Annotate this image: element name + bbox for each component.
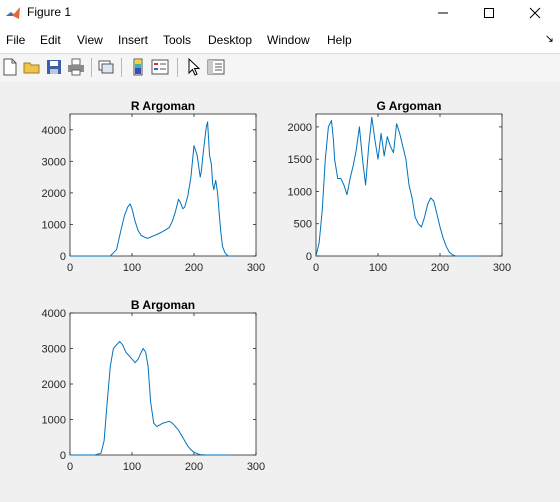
menu-view[interactable]: View bbox=[77, 33, 103, 47]
histogram-line bbox=[315, 116, 478, 257]
y-tick-label: 2000 bbox=[42, 188, 66, 200]
toolbar-separator bbox=[177, 58, 178, 77]
open-file-icon[interactable] bbox=[22, 57, 42, 77]
menu-help[interactable]: Help bbox=[327, 33, 352, 47]
y-tick-label: 0 bbox=[60, 251, 66, 263]
x-tick-label: 0 bbox=[67, 262, 73, 274]
toolbar bbox=[0, 53, 560, 83]
close-icon bbox=[529, 7, 541, 19]
x-tick-label: 0 bbox=[67, 461, 73, 473]
y-tick-label: 1000 bbox=[288, 186, 312, 198]
maximize-icon bbox=[484, 8, 494, 18]
x-tick-label: 300 bbox=[247, 461, 265, 473]
x-tick-label: 100 bbox=[123, 262, 141, 274]
x-tick-label: 200 bbox=[185, 262, 203, 274]
x-tick-label: 200 bbox=[431, 262, 449, 274]
minimize-icon bbox=[438, 12, 448, 14]
y-tick-label: 500 bbox=[294, 219, 312, 231]
axes-g-argoman[interactable]: 0 100 200 300 0 500 1000 1500 2000 G Argoman bbox=[288, 99, 512, 274]
x-tick-label: 200 bbox=[185, 461, 203, 473]
title-bar: Figure 1 bbox=[0, 0, 560, 26]
menu-edit[interactable]: Edit bbox=[40, 33, 61, 47]
colorbar-icon[interactable] bbox=[128, 57, 148, 77]
y-tick-label: 0 bbox=[306, 251, 312, 263]
axes-box bbox=[69, 113, 257, 257]
menu-bar: File Edit View Insert Tools Desktop Wind… bbox=[0, 28, 560, 52]
window-title: Figure 1 bbox=[27, 5, 72, 19]
y-tick-label: 0 bbox=[60, 450, 66, 462]
y-tick-label: 1000 bbox=[42, 415, 66, 427]
x-tick-label: 0 bbox=[313, 262, 319, 274]
chart-title: G Argoman bbox=[377, 99, 442, 113]
save-icon[interactable] bbox=[44, 57, 64, 77]
chart-title: B Argoman bbox=[131, 298, 195, 312]
minimize-button[interactable] bbox=[420, 0, 466, 26]
y-tick-label: 1000 bbox=[42, 219, 66, 231]
x-tick-label: 100 bbox=[123, 461, 141, 473]
x-tick-label: 300 bbox=[247, 262, 265, 274]
y-tick-label: 2000 bbox=[288, 122, 312, 134]
new-figure-icon[interactable] bbox=[0, 57, 20, 77]
close-button[interactable] bbox=[512, 0, 558, 26]
x-tick-label: 100 bbox=[369, 262, 387, 274]
menu-dock-arrow[interactable]: ↘ bbox=[544, 33, 554, 45]
y-tick-label: 4000 bbox=[42, 125, 66, 137]
menu-insert[interactable]: Insert bbox=[118, 33, 149, 47]
histogram-line bbox=[70, 121, 232, 257]
edit-plot-icon[interactable] bbox=[184, 57, 204, 77]
print-icon[interactable] bbox=[66, 57, 86, 77]
toolbar-separator bbox=[91, 58, 92, 77]
legend-icon[interactable] bbox=[150, 57, 170, 77]
axes-box bbox=[69, 312, 257, 456]
chart-title: R Argoman bbox=[131, 99, 195, 113]
matlab-icon bbox=[6, 7, 20, 19]
toolbar-separator bbox=[121, 58, 122, 77]
y-tick-label: 3000 bbox=[42, 344, 66, 356]
y-tick-label: 1500 bbox=[288, 154, 312, 166]
y-tick-label: 4000 bbox=[42, 308, 66, 320]
maximize-button[interactable] bbox=[466, 0, 512, 26]
histogram-line bbox=[70, 340, 232, 456]
property-inspector-icon[interactable] bbox=[206, 57, 226, 77]
y-tick-label: 3000 bbox=[42, 156, 66, 168]
x-tick-label: 300 bbox=[493, 262, 511, 274]
y-tick-label: 2000 bbox=[42, 379, 66, 391]
menu-window[interactable]: Window bbox=[267, 33, 310, 47]
menu-file[interactable]: File bbox=[6, 33, 26, 47]
menu-tools[interactable]: Tools bbox=[163, 33, 192, 47]
menu-desktop[interactable]: Desktop bbox=[208, 33, 253, 47]
link-plot-icon[interactable] bbox=[96, 57, 116, 77]
